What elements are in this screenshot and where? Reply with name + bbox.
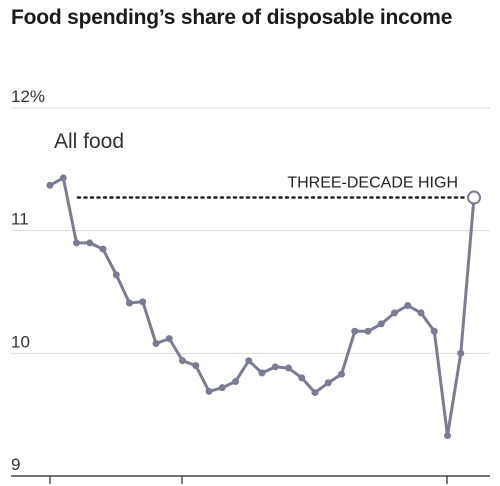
data-point [377,320,385,328]
data-point [46,181,54,189]
data-point [126,299,133,307]
data-point [404,301,412,309]
data-point [351,327,359,335]
data-point [205,387,213,395]
gridlines [11,107,490,354]
y-tick-label: 9 [11,455,20,474]
data-point [364,327,372,335]
annotation: THREE-DECADE HIGH [76,175,470,199]
data-point [86,239,94,247]
x-axis [11,475,490,484]
data-point [152,340,160,348]
data-point-latest [467,190,481,205]
data-point [457,349,465,357]
data-point [179,357,186,365]
data-point [139,298,147,306]
y-tick-label: 11 [11,210,29,229]
data-point [245,357,253,365]
data-point [232,378,239,386]
data-point [271,363,279,371]
data-point [99,245,107,253]
y-tick-label: 12% [11,87,45,106]
three-decade-high-label: THREE-DECADE HIGH [287,175,458,192]
data-point [338,370,345,378]
series-label-all-food: All food [54,130,124,153]
data-point [192,362,200,370]
data-point [258,369,266,377]
data-point [218,384,226,392]
data-point [417,309,425,317]
data-point [285,364,292,372]
data-point [59,174,67,182]
data-point [430,327,438,335]
data-point [165,335,173,343]
data-point [73,239,80,247]
data-point [324,379,332,387]
data-point [112,271,120,279]
chart-title: Food spending’s share of disposable inco… [11,6,453,29]
data-point [311,389,319,397]
y-tick-label: 10 [11,332,30,351]
series-all-food: All food [46,130,481,440]
data-point [298,374,306,382]
y-axis-tick-labels: 12% 11 10 9 [11,87,45,474]
data-point [391,309,398,317]
data-point [444,432,451,440]
